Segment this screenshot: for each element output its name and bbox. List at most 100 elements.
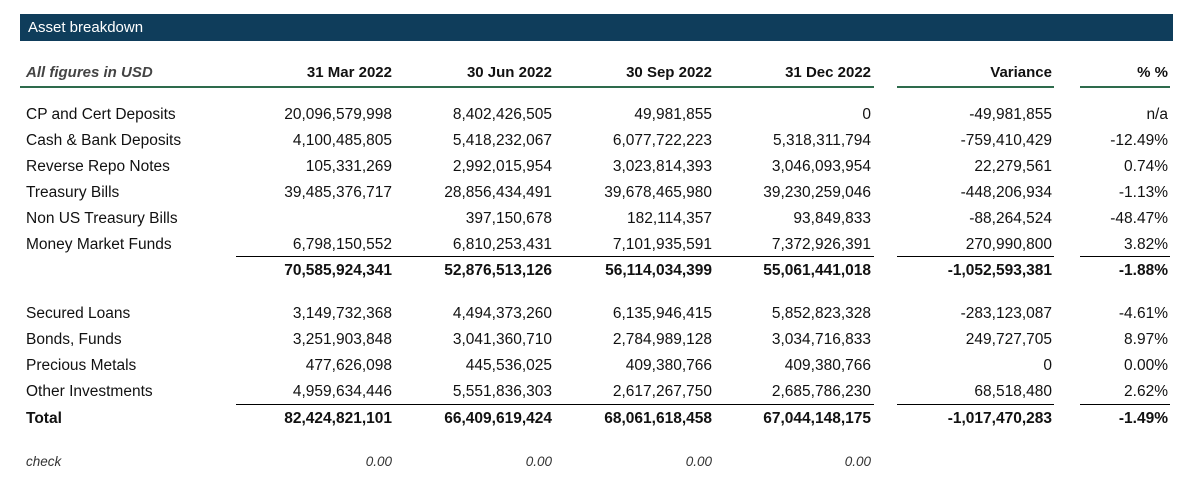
- row-value: -48.47%: [1110, 210, 1168, 227]
- row-value: -448,206,934: [960, 184, 1052, 201]
- row-value: 270,990,800: [965, 236, 1052, 253]
- row-value: 8,402,426,505: [452, 106, 552, 123]
- row-value: 3,041,360,710: [452, 331, 552, 348]
- row-label: Reverse Repo Notes: [26, 158, 170, 175]
- check-value: 0.00: [844, 454, 871, 469]
- column-header: % %: [1137, 64, 1168, 81]
- total-value: 67,044,148,175: [763, 410, 871, 427]
- row-label: Treasury Bills: [26, 184, 120, 201]
- row-label: Non US Treasury Bills: [26, 210, 178, 227]
- row-value: 3,023,814,393: [612, 158, 712, 175]
- header-underline-variance: [897, 86, 1054, 88]
- row-value: 3,251,903,848: [292, 331, 392, 348]
- row-value: 477,626,098: [305, 357, 392, 374]
- column-header: 31 Mar 2022: [306, 64, 392, 81]
- total-value: 68,061,618,458: [604, 410, 712, 427]
- row-value: 6,798,150,552: [292, 236, 392, 253]
- total-rule-percent: [1080, 404, 1170, 405]
- check-value: 0.00: [525, 454, 552, 469]
- row-value: 49,981,855: [634, 106, 712, 123]
- row-value: 105,331,269: [305, 158, 392, 175]
- column-header: Variance: [990, 64, 1052, 81]
- row-value: 4,494,373,260: [452, 305, 552, 322]
- row-value: 0.00%: [1124, 357, 1168, 374]
- row-value: -49,981,855: [969, 106, 1052, 123]
- row-value: 2,685,786,230: [771, 383, 871, 400]
- column-header: 30 Jun 2022: [466, 64, 552, 81]
- row-value: 7,372,926,391: [771, 236, 871, 253]
- total-value: 66,409,619,424: [444, 410, 552, 427]
- row-value: 28,856,434,491: [444, 184, 552, 201]
- row-label: Other Investments: [26, 383, 153, 400]
- row-label: CP and Cert Deposits: [26, 106, 176, 123]
- row-label: Cash & Bank Deposits: [26, 132, 182, 149]
- header-label: All figures in USD: [26, 64, 153, 81]
- check-value: 0.00: [365, 454, 392, 469]
- row-value: 6,810,253,431: [452, 236, 552, 253]
- column-header: 30 Sep 2022: [626, 64, 712, 81]
- total-rule: [236, 404, 874, 405]
- row-value: 22,279,561: [974, 158, 1052, 175]
- subtotal-value: 56,114,034,399: [605, 262, 712, 279]
- row-value: 68,518,480: [974, 383, 1052, 400]
- row-value: 249,727,705: [965, 331, 1052, 348]
- subtotal-rule-percent: [1080, 256, 1170, 257]
- row-value: 445,536,025: [465, 357, 552, 374]
- row-value: -759,410,429: [960, 132, 1052, 149]
- row-label: Bonds, Funds: [26, 331, 122, 348]
- table-title-bar: Asset breakdown: [20, 14, 1173, 41]
- row-value: -88,264,524: [969, 210, 1052, 227]
- table-title: Asset breakdown: [28, 19, 144, 36]
- row-value: 20,096,579,998: [284, 106, 392, 123]
- check-value: 0.00: [685, 454, 712, 469]
- total-rule-variance: [897, 404, 1054, 405]
- total-value: -1.49%: [1118, 410, 1168, 427]
- row-value: 0.74%: [1124, 158, 1168, 175]
- total-label: Total: [26, 410, 62, 427]
- row-value: 2.62%: [1124, 383, 1168, 400]
- row-value: 182,114,357: [626, 210, 712, 227]
- row-value: 4,100,485,805: [292, 132, 392, 149]
- total-value: -1,017,470,283: [947, 410, 1052, 427]
- row-value: 409,380,766: [625, 357, 712, 374]
- row-value: 2,784,989,128: [612, 331, 712, 348]
- header-underline: [20, 86, 874, 88]
- row-value: n/a: [1146, 106, 1168, 123]
- subtotal-value: 70,585,924,341: [284, 262, 392, 279]
- row-value: 409,380,766: [784, 357, 871, 374]
- row-value: 2,992,015,954: [452, 158, 552, 175]
- subtotal-value: 55,061,441,018: [763, 262, 871, 279]
- row-value: -1.13%: [1118, 184, 1168, 201]
- subtotal-value: 52,876,513,126: [444, 262, 552, 279]
- total-value: 82,424,821,101: [284, 410, 392, 427]
- row-value: 6,077,722,223: [612, 132, 712, 149]
- row-value: -4.61%: [1118, 305, 1168, 322]
- row-value: -283,123,087: [960, 305, 1052, 322]
- row-value: 8.97%: [1124, 331, 1168, 348]
- row-label: Precious Metals: [26, 357, 137, 374]
- subtotal-value: -1.88%: [1118, 262, 1168, 279]
- row-value: 7,101,935,591: [612, 236, 712, 253]
- row-value: 6,135,946,415: [612, 305, 712, 322]
- row-value: 5,551,836,303: [452, 383, 552, 400]
- row-value: 5,852,823,328: [771, 305, 871, 322]
- row-value: 3,046,093,954: [771, 158, 871, 175]
- row-value: 39,230,259,046: [763, 184, 871, 201]
- row-value: 39,678,465,980: [604, 184, 712, 201]
- row-value: 0: [1043, 357, 1052, 374]
- row-value: 3,034,716,833: [771, 331, 871, 348]
- check-label: check: [26, 454, 62, 469]
- subtotal-value: -1,052,593,381: [947, 262, 1052, 279]
- row-value: 2,617,267,750: [612, 383, 712, 400]
- row-value: 0: [862, 106, 871, 123]
- row-value: 4,959,634,446: [292, 383, 392, 400]
- row-value: 5,418,232,067: [452, 132, 552, 149]
- row-value: 397,150,678: [465, 210, 552, 227]
- row-value: 93,849,833: [793, 210, 871, 227]
- row-value: 3,149,732,368: [292, 305, 392, 322]
- row-value: -12.49%: [1110, 132, 1168, 149]
- row-value: 3.82%: [1124, 236, 1168, 253]
- column-header: 31 Dec 2022: [785, 64, 871, 81]
- row-value: 5,318,311,794: [773, 132, 871, 149]
- subtotal-rule: [236, 256, 874, 257]
